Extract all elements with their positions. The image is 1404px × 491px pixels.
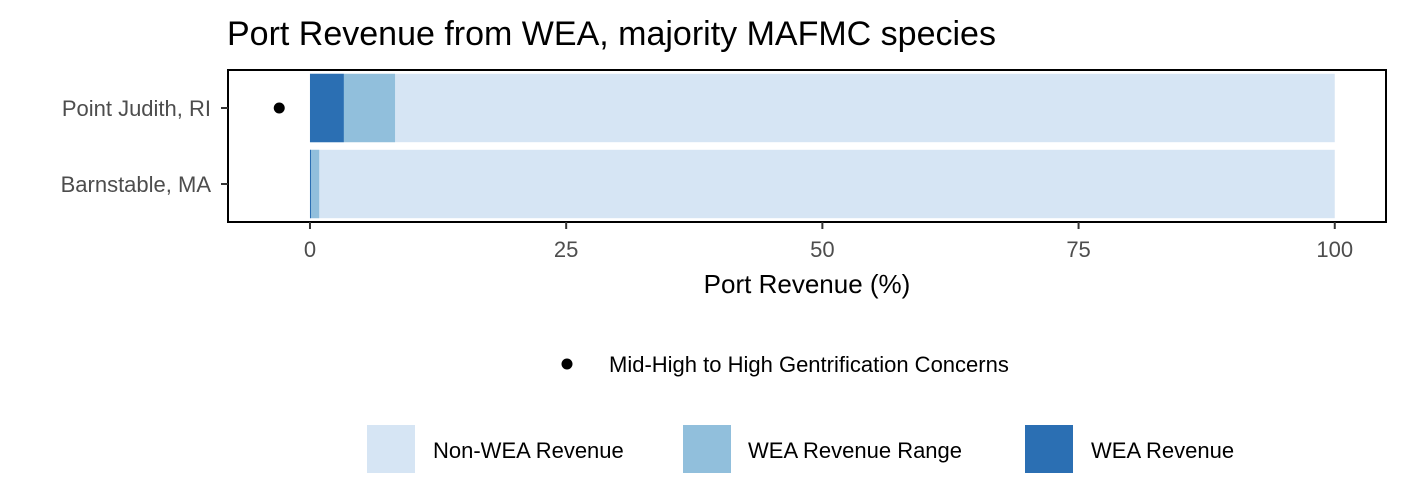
markers-layer [273, 102, 285, 114]
y-axis: Point Judith, RI Barnstable, MA [61, 96, 228, 197]
y-tick-label-barnstable-ma: Barnstable, MA [61, 172, 212, 197]
bars-layer [309, 73, 1335, 219]
bar-wea-revenue-range-barnstable-ma [309, 149, 320, 219]
legend-label-non-wea-revenue: Non-WEA Revenue [433, 438, 624, 463]
marker-legend-dot [561, 358, 573, 370]
x-tick-label-0: 0 [304, 237, 316, 262]
x-axis: 0 25 50 75 100 [304, 222, 1353, 262]
bar-non-wea-revenue-barnstable-ma [309, 149, 1335, 219]
fill-legend: Non-WEA Revenue WEA Revenue Range WEA Re… [367, 425, 1234, 473]
x-tick-label-25: 25 [554, 237, 578, 262]
legend-key-wea-revenue-range [683, 425, 731, 473]
legend-label-wea-revenue: WEA Revenue [1091, 438, 1234, 463]
x-tick-label-100: 100 [1316, 237, 1353, 262]
chart-title: Port Revenue from WEA, majority MAFMC sp… [227, 15, 996, 53]
marker-legend: Mid-High to High Gentrification Concerns [561, 352, 1009, 377]
y-tick-label-point-judith-ri: Point Judith, RI [62, 96, 211, 121]
bar-wea-revenue-barnstable-ma [309, 149, 312, 219]
x-tick-label-75: 75 [1066, 237, 1090, 262]
legend-key-wea-revenue [1025, 425, 1073, 473]
legend-key-non-wea-revenue [367, 425, 415, 473]
x-tick-label-50: 50 [810, 237, 834, 262]
marker-legend-label: Mid-High to High Gentrification Concerns [609, 352, 1009, 377]
x-axis-title: Port Revenue (%) [704, 269, 911, 299]
legend-label-wea-revenue-range: WEA Revenue Range [748, 438, 962, 463]
bar-wea-revenue-point-judith-ri [309, 73, 344, 143]
panel-border [227, 69, 1387, 223]
gentrification-marker-point-judith-ri [273, 102, 285, 114]
bar-non-wea-revenue-point-judith-ri [309, 73, 1335, 143]
